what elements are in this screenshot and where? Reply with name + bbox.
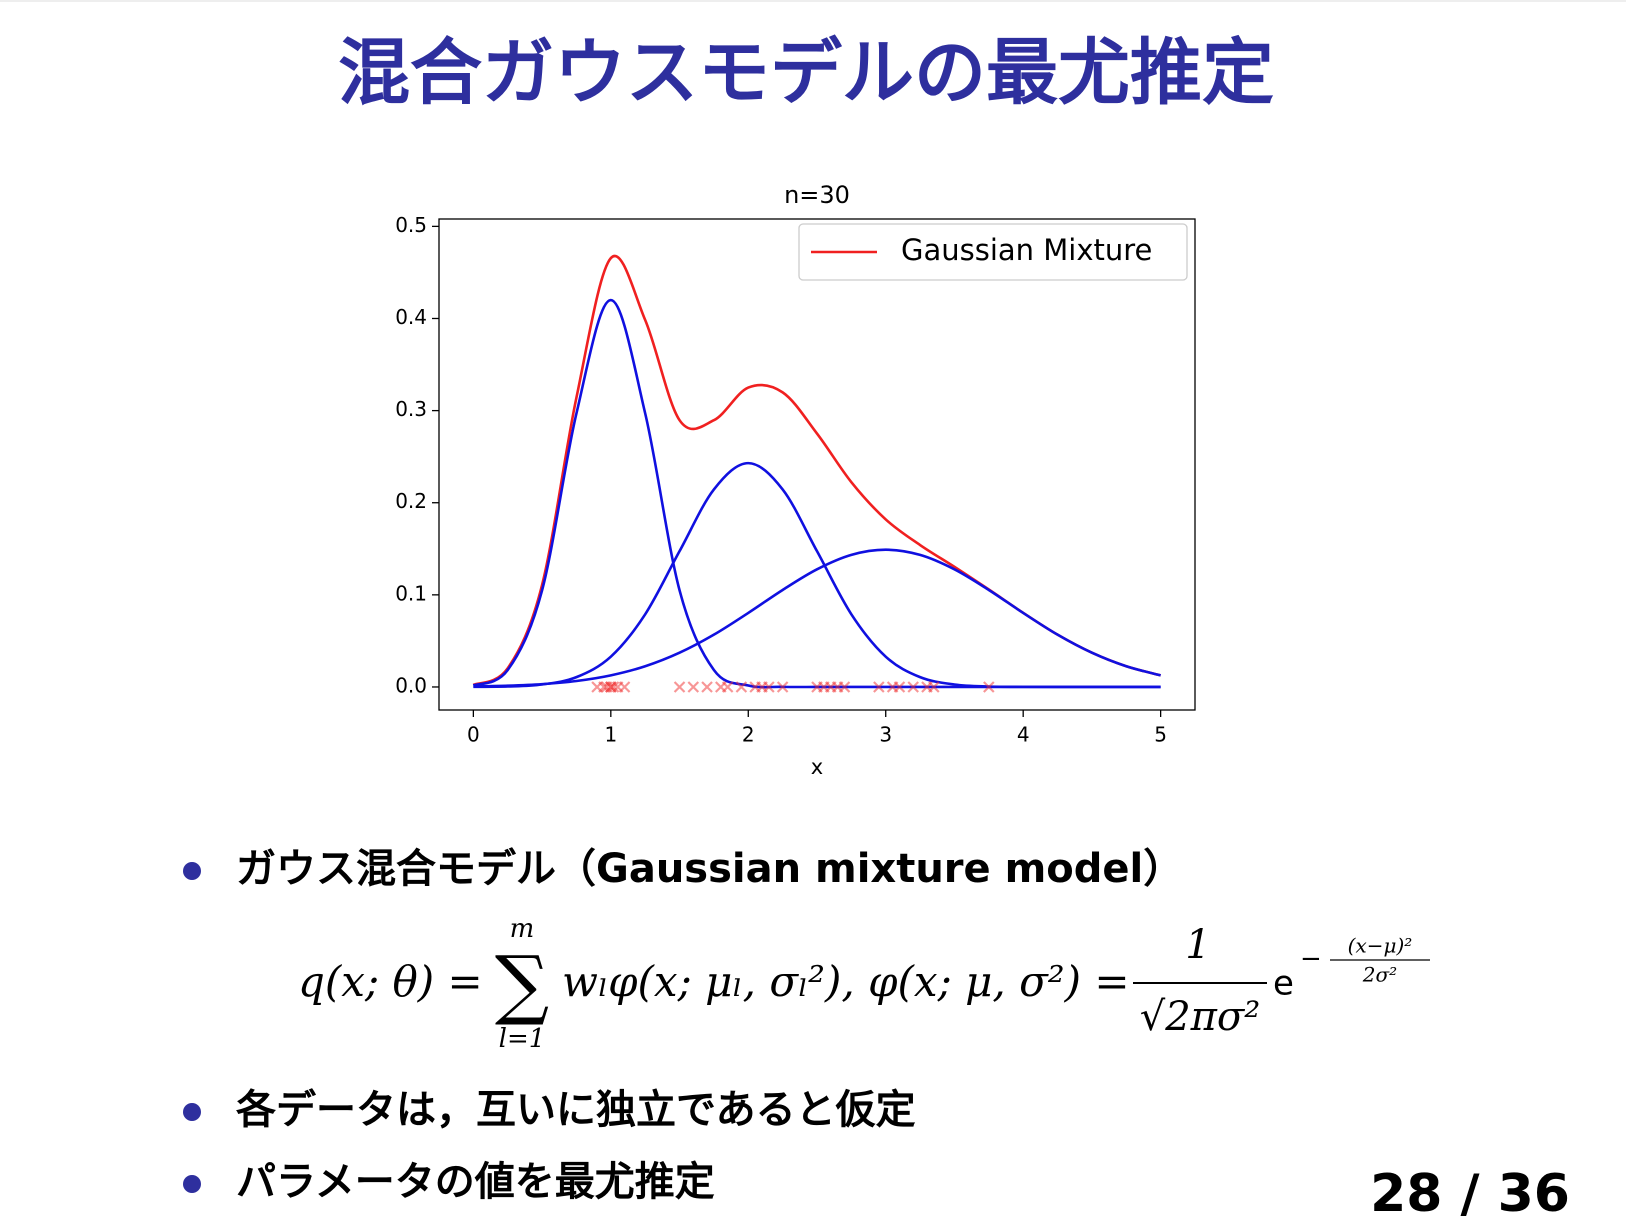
page-number: 28 / 36 xyxy=(1370,1164,1570,1224)
plot-frame xyxy=(438,218,1196,711)
formula-frac-num: 1 xyxy=(1185,922,1210,968)
data-point xyxy=(618,681,631,693)
bullet-dot xyxy=(183,1103,201,1121)
chart-title: n=30 xyxy=(784,181,850,209)
data-point xyxy=(928,681,940,693)
x-tick-label: 2 xyxy=(742,723,755,747)
data-point xyxy=(687,681,700,693)
data-point xyxy=(763,681,775,693)
data-point xyxy=(701,681,713,693)
formula-rest: wₗφ(x; μₗ, σₗ²), φ(x; μ, σ²) = xyxy=(562,957,1130,1006)
bullet-dot xyxy=(183,862,201,880)
formula-sum: ∑ xyxy=(495,939,549,1028)
formula-exp-den: 2σ² xyxy=(1362,963,1397,987)
data-point xyxy=(983,681,995,693)
formula-exp-base: e xyxy=(1273,964,1294,1004)
x-tick-label: 4 xyxy=(1017,723,1030,747)
data-point xyxy=(607,681,620,693)
formula-sum-top: m xyxy=(510,914,535,944)
bullet-text: ガウス混合モデル（Gaussian mixture model） xyxy=(236,846,1183,892)
y-tick-label: 0.5 xyxy=(395,213,427,237)
data-point xyxy=(735,681,748,693)
data-point xyxy=(673,681,686,693)
x-tick-label: 0 xyxy=(467,723,480,747)
legend-box xyxy=(798,223,1188,281)
curve xyxy=(473,461,1161,689)
slide-title: 混合ガウスモデルの最尤推定 xyxy=(338,31,1274,115)
x-axis-label: x xyxy=(811,755,823,779)
bullet-text: パラメータの値を最尤推定 xyxy=(236,1159,715,1205)
data-point xyxy=(721,681,734,693)
legend-label: Gaussian Mixture xyxy=(901,233,1152,267)
formula-lhs: q(x; θ) = xyxy=(298,957,483,1006)
y-tick-label: 0.4 xyxy=(395,305,427,329)
data-point xyxy=(873,681,885,693)
bullet-dot xyxy=(183,1175,201,1193)
bullet-list: ガウス混合モデル（Gaussian mixture model） 各データは，互い… xyxy=(183,846,1183,1205)
y-tick-label: 0.2 xyxy=(395,489,427,513)
y-tick-label: 0.1 xyxy=(395,581,427,605)
x-tick-label: 3 xyxy=(879,723,892,747)
bullet-text: 各データは，互いに独立であると仮定 xyxy=(236,1087,916,1133)
data-point xyxy=(907,681,919,693)
y-tick-label: 0.0 xyxy=(395,673,427,697)
formula-exp-num: (x−μ)² xyxy=(1348,934,1413,958)
y-tick-label: 0.3 xyxy=(395,397,427,421)
formula-frac-den: √2πσ² xyxy=(1140,994,1261,1040)
data-point xyxy=(893,681,906,693)
formula: q(x; θ) = ∑ m l=1 wₗφ(x; μₗ, σₗ²), φ(x; … xyxy=(298,914,1430,1054)
curve xyxy=(473,548,1161,688)
x-tick-label: 5 xyxy=(1154,723,1167,747)
formula-exp-sign: − xyxy=(1300,944,1322,974)
data-point xyxy=(776,681,789,693)
formula-sum-bottom: l=1 xyxy=(499,1024,546,1054)
data-point xyxy=(838,681,851,693)
x-tick-label: 1 xyxy=(604,723,617,747)
